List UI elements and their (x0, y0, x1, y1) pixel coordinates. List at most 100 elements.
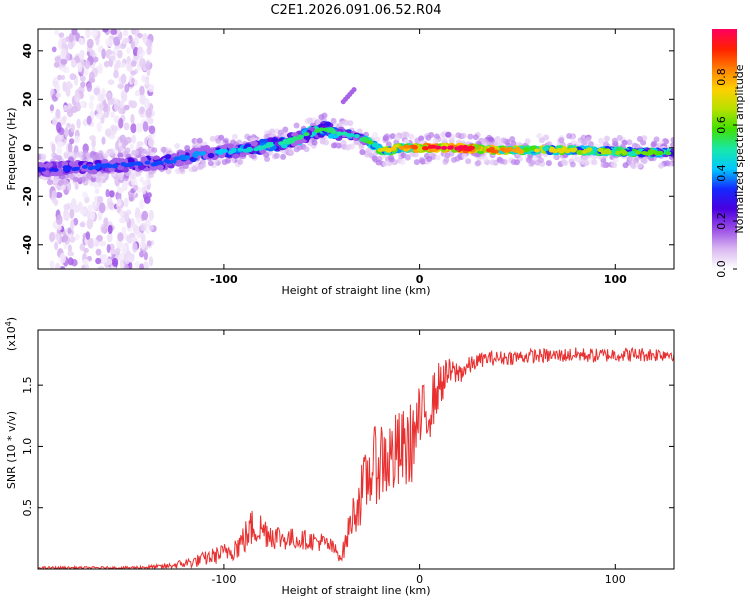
ridge-dot (227, 143, 235, 149)
ridge-peak-dot (615, 150, 622, 155)
spectrogram-xlabel: Height of straight line (km) (281, 284, 430, 297)
halo-dot (80, 176, 87, 183)
ridge-dot (271, 137, 279, 143)
halo-dot (132, 149, 139, 156)
halo-dot (383, 133, 390, 140)
ridge-peak-dot (180, 156, 187, 161)
snr-multiplier-close: ) (5, 317, 18, 321)
noise-dot (76, 118, 81, 129)
noise-dot (116, 187, 124, 194)
noise-dot (101, 253, 108, 260)
halo-dot (418, 135, 425, 142)
noise-dot (55, 108, 61, 120)
noise-dot (95, 240, 100, 247)
halo-dot (616, 134, 623, 141)
noise-dot (102, 103, 109, 112)
noise-dot (61, 43, 67, 50)
x-tick-label: 0 (416, 273, 424, 286)
ridge-peak-dot (62, 167, 69, 172)
halo-dot (497, 140, 504, 147)
halo-dot (174, 168, 181, 175)
ridge-dot (232, 153, 240, 159)
x-tick-label: 0 (416, 573, 423, 586)
noise-dot (127, 254, 135, 263)
noise-dot (98, 103, 105, 110)
halo-dot (670, 141, 674, 148)
ridge-peak-dot (278, 141, 285, 146)
ridge-peak-dot (647, 149, 654, 154)
halo-dot (347, 120, 354, 127)
halo-dot (179, 168, 186, 175)
noise-dot (86, 218, 94, 230)
noise-dot (69, 73, 77, 81)
halo-dot (200, 162, 207, 169)
noise-dot (131, 29, 136, 36)
halo-dot (543, 134, 550, 141)
noise-dot (69, 208, 75, 219)
noise-dot (119, 100, 125, 109)
halo-dot (231, 133, 238, 140)
noise-dot (101, 88, 106, 98)
x-tick-label: 100 (605, 573, 626, 586)
noise-dot (143, 98, 150, 109)
ridge-peak-dot (237, 147, 244, 152)
noise-dot (60, 58, 68, 65)
noise-dot (121, 181, 128, 192)
noise-dot (119, 210, 124, 217)
branch-dot (351, 87, 357, 93)
noise-dot (139, 250, 144, 258)
noise-dot (95, 257, 102, 265)
noise-dot (67, 40, 74, 50)
ridge-peak-dot (126, 163, 133, 168)
halo-dot (196, 137, 203, 144)
snr-marks (38, 346, 674, 569)
ridge-peak-dot (151, 162, 158, 167)
noise-dot (107, 97, 115, 105)
noise-dot (55, 92, 62, 98)
noise-dot (113, 115, 120, 124)
noise-dot (121, 243, 128, 255)
halo-dot (304, 118, 311, 125)
y-tick-label: 0.5 (21, 499, 34, 517)
ridge-peak-dot (199, 151, 206, 156)
halo-dot (95, 176, 102, 183)
halo-dot (52, 154, 59, 161)
ridge-peak-dot (173, 156, 180, 161)
snr-panel: -100 0 100 0.5 1.0 1.5 Height of straight lin… (4, 317, 675, 597)
noise-dot (139, 176, 144, 183)
noise-dot (109, 124, 117, 135)
noise-dot (74, 182, 79, 190)
noise-dot (60, 74, 66, 81)
colorbar-ticks: 0.0 0.2 0.4 0.6 0.8 (715, 68, 737, 278)
halo-dot (365, 147, 372, 154)
ridge-peak-dot (411, 145, 418, 150)
halo-dot (174, 142, 181, 149)
ridge-peak-dot (454, 146, 461, 151)
noise-dot (85, 29, 91, 39)
noise-dot (135, 207, 140, 215)
spectrogram-ticks: -100 0 100 -40 -20 0 20 40 (21, 29, 674, 286)
noise-dot (134, 89, 141, 97)
halo-dot (116, 171, 123, 178)
noise-dot (84, 196, 90, 204)
noise-dot (55, 191, 63, 199)
halo-dot (339, 120, 346, 127)
halo-dot (482, 155, 489, 162)
halo-dot (598, 137, 605, 144)
colorbar-tick-label: 0.4 (715, 164, 728, 182)
ridge-dot (250, 140, 258, 147)
halo-dot (445, 131, 452, 138)
halo-dot (558, 137, 565, 144)
halo-dot (602, 141, 609, 148)
ridge-peak-dot (398, 145, 405, 150)
noise-dot (134, 261, 140, 269)
noise-dot (108, 190, 115, 198)
halo-dot (282, 126, 289, 133)
halo-dot (465, 158, 472, 165)
ridge-dot (200, 145, 208, 151)
noise-dot (147, 137, 155, 148)
colorbar-tick-label: 0.6 (715, 116, 728, 134)
noise-dot (74, 135, 80, 144)
noise-dot (109, 55, 116, 61)
halo-dot (432, 138, 439, 145)
